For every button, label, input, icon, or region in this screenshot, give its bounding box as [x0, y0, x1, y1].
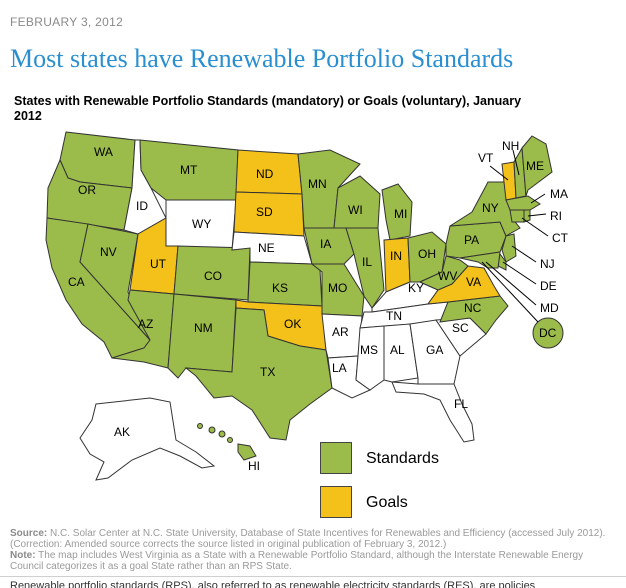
- label-vt: VT: [478, 151, 494, 165]
- label-az: AZ: [138, 317, 153, 331]
- label-tx: TX: [260, 365, 275, 379]
- label-mt: MT: [180, 163, 198, 177]
- label-dc: DC: [539, 326, 557, 340]
- label-in: IN: [390, 249, 402, 263]
- label-or: OR: [78, 183, 96, 197]
- label-ca: CA: [68, 275, 85, 289]
- note-label: Note:: [10, 550, 36, 561]
- state-hi: [197, 423, 257, 461]
- state-mi: [381, 183, 413, 241]
- state-fl: [391, 381, 475, 443]
- state-nj: [501, 233, 517, 263]
- label-ri: RI: [550, 209, 562, 223]
- divider: [0, 576, 626, 577]
- label-ny: NY: [482, 201, 499, 215]
- label-hi: HI: [248, 459, 260, 473]
- label-id: ID: [136, 199, 148, 213]
- label-mi: MI: [394, 207, 407, 221]
- label-nc: NC: [464, 301, 482, 315]
- state-ak: [79, 397, 216, 481]
- note-text: The map includes West Virginia as a Stat…: [10, 550, 584, 572]
- label-wa: WA: [94, 145, 113, 159]
- label-va: VA: [466, 275, 481, 289]
- article-headline: Most states have Renewable Portfolio Sta…: [10, 44, 514, 73]
- state-tx: [184, 307, 333, 441]
- label-mo: MO: [328, 281, 347, 295]
- article-date: FEBRUARY 3, 2012: [10, 15, 124, 29]
- label-me: ME: [526, 159, 544, 173]
- label-ma: MA: [550, 187, 568, 201]
- label-nv: NV: [100, 245, 117, 259]
- state-dc: [532, 317, 564, 349]
- label-co: CO: [204, 269, 222, 283]
- label-ar: AR: [332, 325, 349, 339]
- state-ks: [247, 261, 323, 307]
- label-il: IL: [362, 255, 372, 269]
- state-ri: [523, 209, 531, 223]
- state-ms: [355, 325, 385, 391]
- label-al: AL: [390, 343, 405, 357]
- state-al: [383, 323, 419, 383]
- label-ia: IA: [320, 237, 331, 251]
- legend-standards-label: Standards: [366, 450, 439, 467]
- label-nj: NJ: [540, 257, 555, 271]
- leader-lines: [481, 149, 549, 323]
- label-ky: KY: [408, 281, 424, 295]
- map-title: States with Renewable Portfolio Standard…: [14, 94, 522, 123]
- label-de: DE: [540, 279, 557, 293]
- label-sc: SC: [452, 321, 469, 335]
- label-oh: OH: [418, 247, 436, 261]
- label-nm: NM: [194, 321, 213, 335]
- state-ma: [505, 195, 541, 211]
- legend-goals-label: Goals: [366, 494, 408, 511]
- label-mn: MN: [308, 177, 327, 191]
- label-ut: UT: [150, 257, 167, 271]
- label-sd: SD: [256, 205, 273, 219]
- label-tn: TN: [386, 309, 402, 323]
- legend-standards-swatch: [320, 442, 352, 474]
- source-text: N.C. Solar Center at N.C. State Universi…: [10, 528, 606, 550]
- label-ks: KS: [272, 281, 288, 295]
- state-nm: [167, 293, 237, 379]
- state-labels: WA OR CA NV ID MT WY UT CO AZ NM ND SD N…: [68, 139, 569, 473]
- state-ct: [509, 209, 525, 223]
- label-nh: NH: [502, 139, 519, 153]
- source-note: Source: N.C. Solar Center at N.C. State …: [10, 528, 616, 572]
- source-label: Source:: [10, 528, 48, 539]
- label-wy: WY: [192, 217, 211, 231]
- label-md: MD: [540, 301, 559, 315]
- label-wv: WV: [438, 269, 457, 283]
- label-ms: MS: [360, 343, 378, 357]
- label-pa: PA: [464, 233, 479, 247]
- label-nd: ND: [256, 167, 274, 181]
- label-la: LA: [332, 361, 347, 375]
- label-fl: FL: [454, 397, 468, 411]
- label-ok: OK: [284, 317, 301, 331]
- state-wv: [418, 255, 469, 291]
- label-wi: WI: [348, 203, 363, 217]
- label-ga: GA: [426, 343, 443, 357]
- legend-goals-swatch: [320, 486, 352, 518]
- label-ct: CT: [552, 231, 569, 245]
- article-body-text: Renewable portfolio standards (RPS), als…: [10, 580, 536, 588]
- label-ne: NE: [258, 241, 275, 255]
- label-ak: AK: [114, 425, 130, 439]
